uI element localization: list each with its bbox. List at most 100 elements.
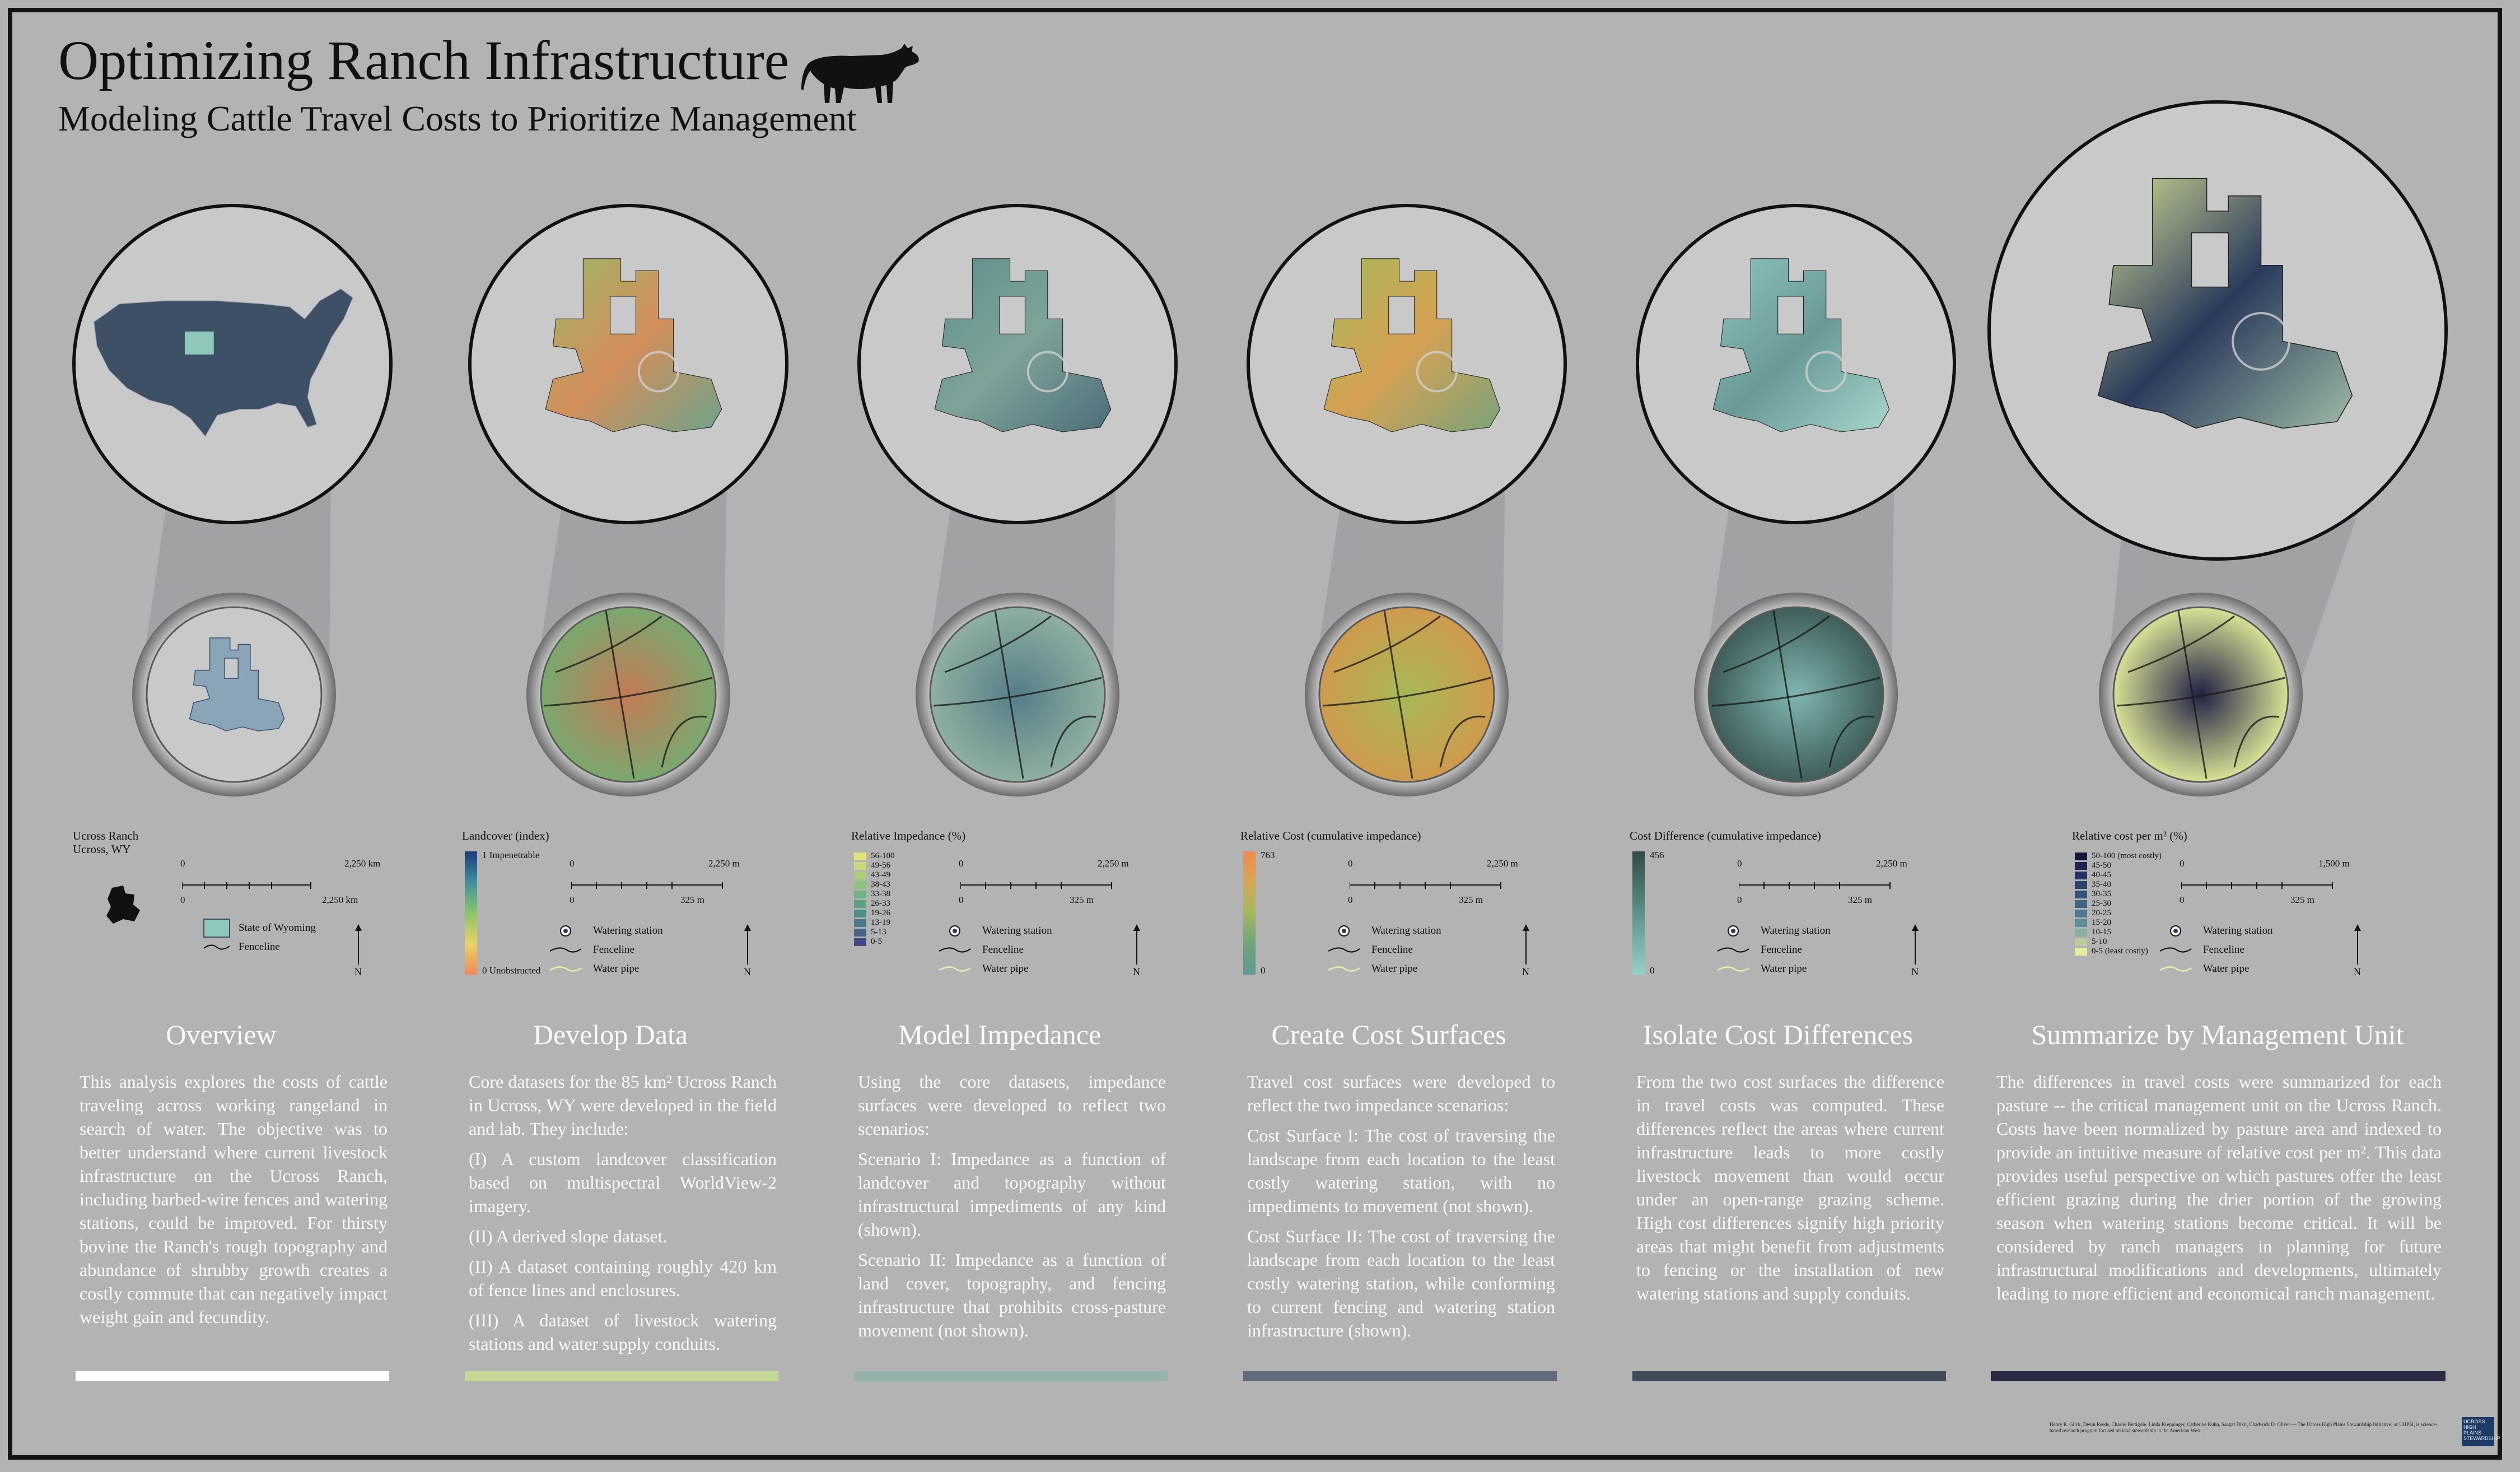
description-paragraph: Using the core datasets, impedance surfa… <box>858 1072 1166 1139</box>
description-paragraph: This analysis explores the costs of catt… <box>80 1072 388 1327</box>
legend-item-label: Watering station <box>2203 925 2273 937</box>
ranch-map <box>934 258 1112 432</box>
map-legend: Relative Impedance (%) 56-100 49-56 43-49 38… <box>834 826 1165 989</box>
legend-class: 20-25 <box>2075 909 2162 918</box>
fenceline <box>2116 677 2285 707</box>
section-cost-surfaces: Relative Cost (cumulative impedance) 763 0… <box>1224 0 1567 1472</box>
scale-label: 0 <box>959 895 964 905</box>
legend-class-label: 15-20 <box>2092 918 2111 927</box>
legend-class-label: 19-26 <box>871 909 890 917</box>
legend-class-label: 0-5 <box>871 937 882 946</box>
section-accent-bar <box>465 1371 778 1381</box>
section-title: Create Cost Surfaces <box>1271 1019 1506 1050</box>
zoom-area-marker <box>1416 351 1458 393</box>
fenceline <box>661 715 707 768</box>
fenceline <box>555 615 662 673</box>
legend-item-label: Water pipe <box>1761 963 1807 975</box>
map-legend: Relative cost per m² (%) 50-100 (most cos… <box>2055 826 2386 989</box>
fenceline <box>1322 677 1491 707</box>
scale-label: 325 m <box>680 895 704 905</box>
scale-label: 2,250 km <box>322 895 358 905</box>
legend-class: 13-19 <box>854 918 895 928</box>
legend-class-label: 10-15 <box>2092 928 2111 937</box>
legend-low-label: 0 Unobstructed <box>482 965 541 976</box>
legend-class-label: 43-49 <box>871 870 890 879</box>
legend-item-label: Watering station <box>982 925 1052 937</box>
zoom-area-marker <box>637 351 679 393</box>
section-title: Overview <box>166 1019 277 1050</box>
north-arrow-icon <box>2354 924 2361 965</box>
description-paragraph: Scenario I: Impedance as a function of l… <box>858 1149 1166 1240</box>
zoom-area-marker <box>1805 351 1847 393</box>
legend-class-label: 0-5 (least costly) <box>2092 947 2148 956</box>
water-pipe-icon <box>1328 966 1360 972</box>
legend-item-label: Watering station <box>593 925 663 937</box>
description-paragraph: (I) A custom landcover classification ba… <box>469 1149 777 1216</box>
wyoming-silhouette-icon <box>106 886 140 924</box>
section-accent-bar <box>1991 1371 2446 1381</box>
legend-classes: 56-100 49-56 43-49 38-43 33-38 26-33 19-26 13-1… <box>854 851 895 947</box>
scale-label: 0 <box>1348 895 1353 905</box>
scale-label: 2,250 m <box>1876 858 1907 869</box>
fenceline-icon <box>939 947 971 953</box>
scale-bar <box>960 882 1112 889</box>
legend-class: 19-26 <box>854 909 895 918</box>
fenceline <box>1439 715 1486 768</box>
section-accent-bar <box>76 1371 389 1381</box>
legend-class-label: 40-45 <box>2092 870 2111 879</box>
scale-label: 2,250 m <box>1098 858 1129 869</box>
scale-label: 325 m <box>1070 895 1094 905</box>
legend-class: 25-30 <box>2075 899 2162 909</box>
scale-bar <box>1739 882 1891 889</box>
legend-high-label: 456 <box>1650 850 1664 860</box>
north-label: N <box>354 966 362 977</box>
fenceline <box>544 677 713 707</box>
detail-map-circle <box>2112 606 2289 783</box>
scale-label: 0 <box>1737 895 1742 905</box>
section-maps <box>1636 204 1956 796</box>
fenceline <box>1723 615 1830 673</box>
fenceline <box>2233 715 2280 768</box>
north-arrow-icon <box>1133 924 1140 965</box>
legend-class-label: 5-13 <box>871 928 886 937</box>
legend-class: 5-10 <box>2075 937 2162 947</box>
ranch-map <box>1323 258 1501 432</box>
fenceline <box>1333 615 1441 673</box>
ranch-map <box>545 258 722 432</box>
usa-map <box>94 288 353 437</box>
legend-class: 15-20 <box>2075 918 2162 928</box>
scale-label: 0 <box>2180 895 2185 905</box>
poster-subtitle: Modeling Cattle Travel Costs to Prioriti… <box>58 99 857 138</box>
north-arrow-icon <box>744 924 751 965</box>
legend-class: 40-45 <box>2075 870 2162 880</box>
legend-swatch <box>2075 938 2087 946</box>
scale-bar <box>571 882 723 889</box>
legend-swatch <box>854 900 866 908</box>
legend-class: 43-49 <box>854 870 895 880</box>
scale-label: 325 m <box>1459 895 1483 905</box>
section-cost-differences: Cost Difference (cumulative impedance) 45… <box>1613 0 1956 1472</box>
section-description: Using the core datasets, impedance surfa… <box>858 1070 1166 1349</box>
legend-item-label: Watering station <box>1371 925 1441 937</box>
legend-heading: Cost Difference (cumulative impedance) <box>1630 829 1821 842</box>
logo-text: UCROSS HIGH PLAINS STEWARDSHIP <box>2463 1419 2500 1441</box>
north-label: N <box>1911 966 1919 977</box>
water-pipe-icon <box>939 966 971 972</box>
legend-item-label: Fenceline <box>593 944 634 956</box>
scale-label: 0 <box>570 858 575 869</box>
description-paragraph: Scenario II: Impedance as a function of … <box>858 1250 1166 1340</box>
legend-high-label: 1 Impenetrable <box>482 850 540 860</box>
scale-label: 2,250 m <box>708 858 740 869</box>
legend-heading: Relative Impedance (%) <box>851 829 966 842</box>
scale-label: 0 <box>180 895 185 905</box>
legend-swatch <box>2075 947 2087 956</box>
legend-swatch <box>854 861 866 870</box>
fenceline <box>994 610 1024 779</box>
legend-classes: 50-100 (most costly) 45-50 40-45 35-40 30-35… <box>2075 851 2162 956</box>
legend-swatch <box>2075 909 2087 917</box>
cow-silhouette-icon <box>801 44 919 103</box>
legend-class-label: 33-38 <box>871 889 890 898</box>
description-paragraph: The differences in travel costs were sum… <box>1996 1072 2442 1303</box>
poster-title: Optimizing Ranch Infrastructure <box>58 29 790 91</box>
scale-label: 0 <box>1348 858 1353 869</box>
